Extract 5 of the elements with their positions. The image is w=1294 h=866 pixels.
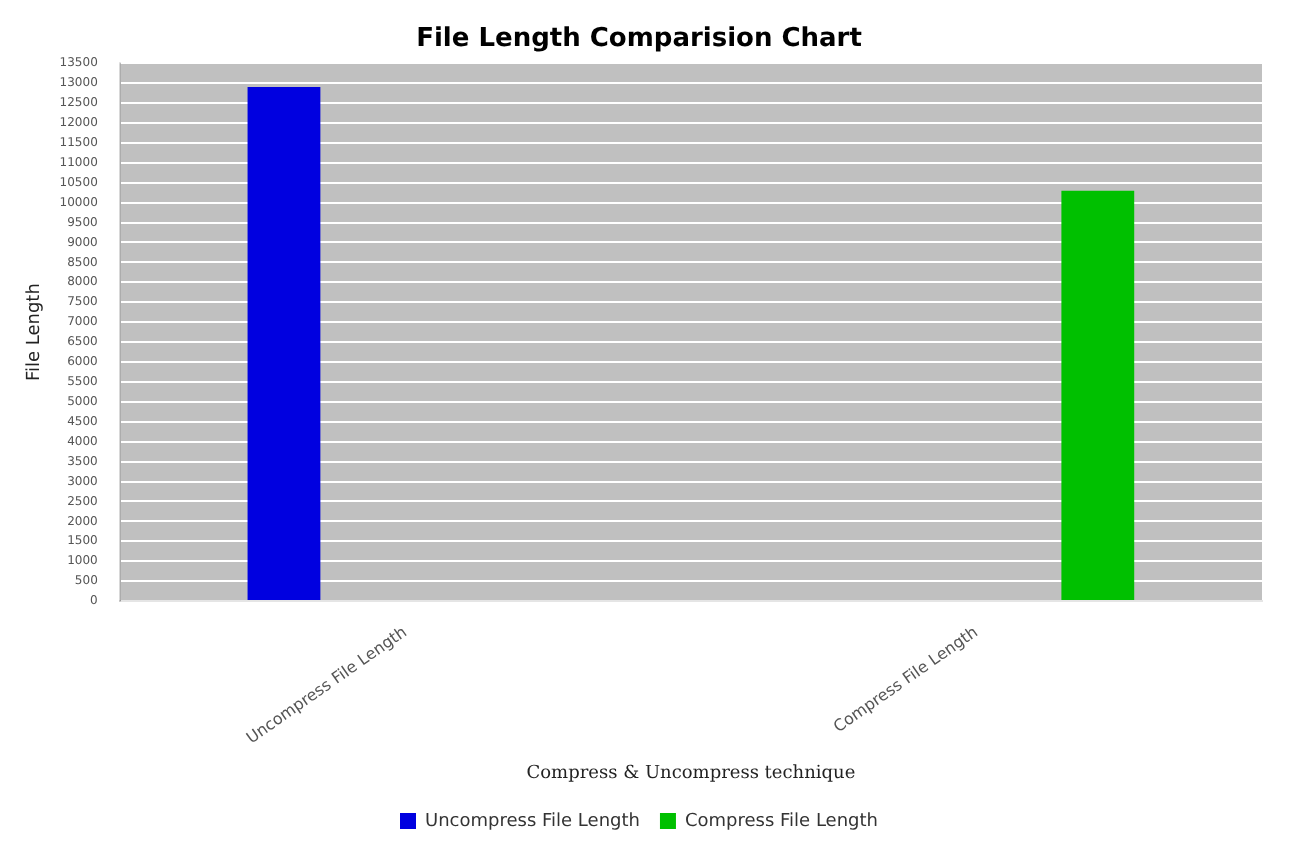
legend-label: Compress File Length bbox=[684, 811, 878, 832]
x-axis-title: Compress & Uncompress technique bbox=[526, 763, 856, 784]
legend-label: Uncompress File Length bbox=[425, 811, 640, 832]
y-axis-title: File Length bbox=[25, 283, 46, 382]
chart-title: File Length Comparision Chart bbox=[416, 24, 862, 55]
